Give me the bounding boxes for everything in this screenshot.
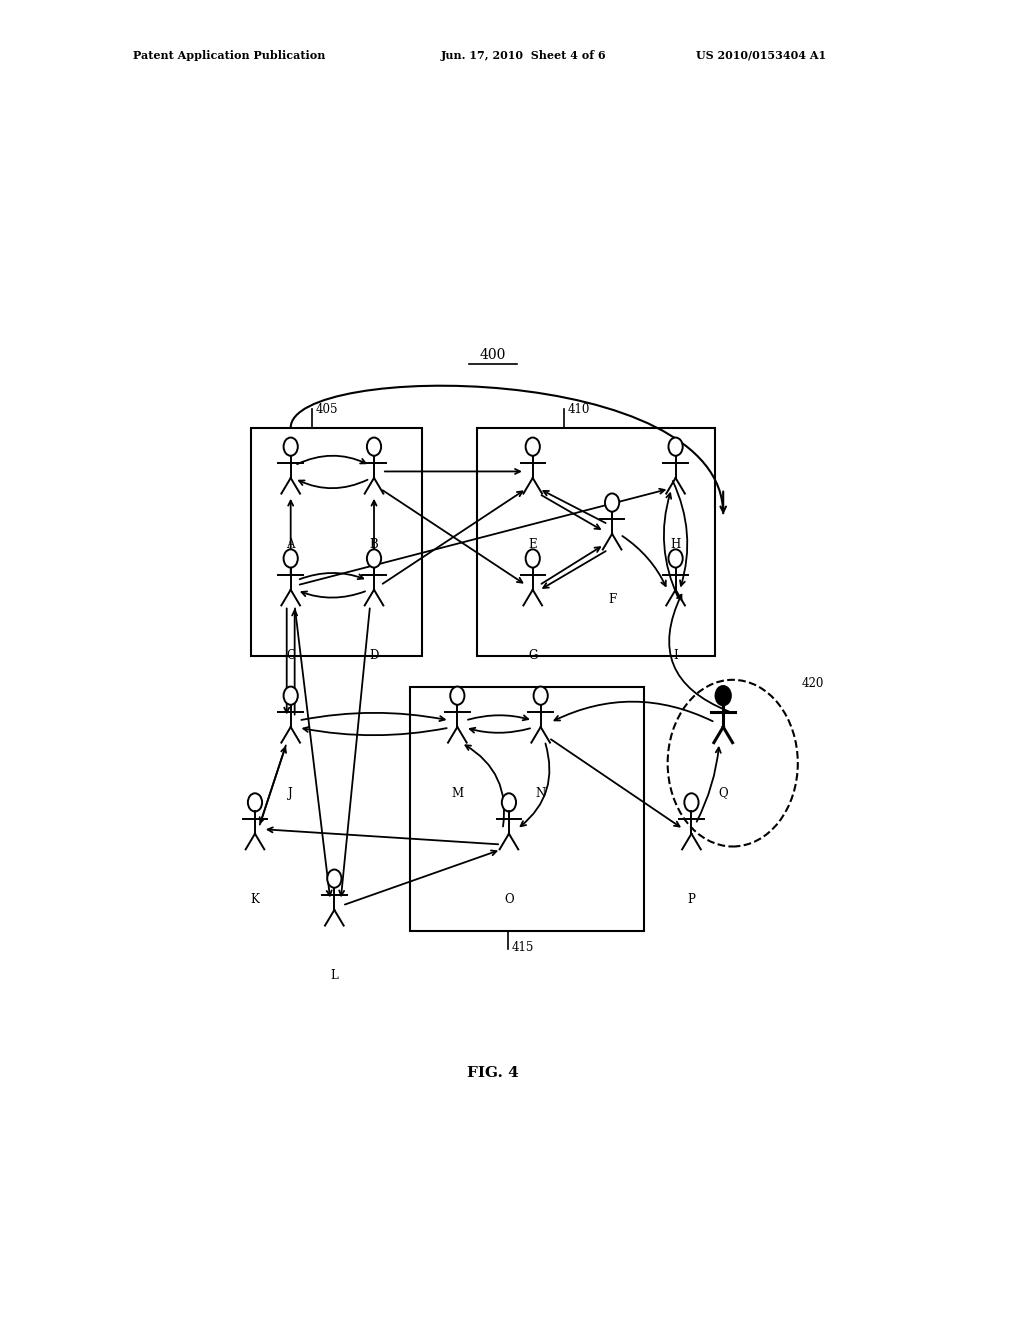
Text: 400: 400 xyxy=(480,347,506,362)
Text: M: M xyxy=(452,787,464,800)
Bar xyxy=(251,428,422,656)
Text: Jun. 17, 2010  Sheet 4 of 6: Jun. 17, 2010 Sheet 4 of 6 xyxy=(440,50,606,61)
Text: C: C xyxy=(286,649,295,663)
Text: 405: 405 xyxy=(315,403,338,416)
Text: E: E xyxy=(528,537,537,550)
Text: 410: 410 xyxy=(567,403,590,416)
Circle shape xyxy=(248,793,262,812)
Text: O: O xyxy=(504,894,514,907)
Circle shape xyxy=(328,870,341,888)
Text: P: P xyxy=(687,894,695,907)
Bar xyxy=(477,428,715,656)
Text: A: A xyxy=(287,537,295,550)
Text: FIG. 4: FIG. 4 xyxy=(467,1067,519,1080)
Circle shape xyxy=(367,437,381,455)
Text: G: G xyxy=(528,649,538,663)
Circle shape xyxy=(669,549,683,568)
Text: Q: Q xyxy=(719,787,728,800)
Circle shape xyxy=(284,686,298,705)
Circle shape xyxy=(534,686,548,705)
Circle shape xyxy=(284,549,298,568)
Circle shape xyxy=(451,686,465,705)
Text: D: D xyxy=(370,649,379,663)
Text: L: L xyxy=(331,969,338,982)
Text: 415: 415 xyxy=(512,941,535,954)
Circle shape xyxy=(525,437,540,455)
Text: US 2010/0153404 A1: US 2010/0153404 A1 xyxy=(696,50,826,61)
Circle shape xyxy=(716,686,730,705)
Circle shape xyxy=(367,549,381,568)
Text: N: N xyxy=(536,787,546,800)
Text: B: B xyxy=(370,537,379,550)
Text: Patent Application Publication: Patent Application Publication xyxy=(133,50,326,61)
Text: K: K xyxy=(251,894,259,907)
Circle shape xyxy=(502,793,516,812)
Text: F: F xyxy=(608,594,616,606)
Text: H: H xyxy=(671,537,681,550)
Circle shape xyxy=(525,549,540,568)
Circle shape xyxy=(684,793,698,812)
Circle shape xyxy=(284,437,298,455)
Text: I: I xyxy=(673,649,678,663)
Circle shape xyxy=(605,494,620,512)
Bar xyxy=(410,686,644,931)
Circle shape xyxy=(669,437,683,455)
Text: J: J xyxy=(289,787,293,800)
Text: 420: 420 xyxy=(802,677,824,690)
